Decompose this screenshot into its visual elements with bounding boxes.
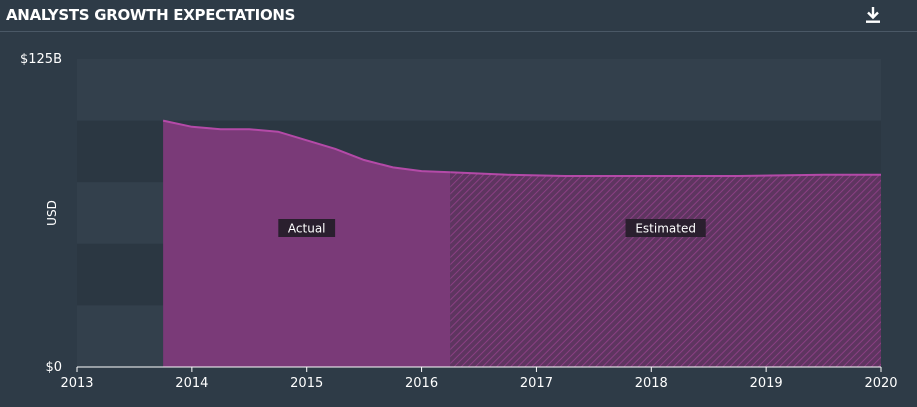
line-actual — [162, 119, 451, 174]
region-label-text: Actual — [288, 222, 326, 236]
label-box — [625, 219, 706, 237]
x-tick-label: 2014 — [175, 376, 208, 391]
area-estimated — [450, 172, 881, 367]
background-band — [77, 59, 881, 121]
region-label-estimated: Estimated — [625, 219, 706, 237]
data-areas — [162, 119, 881, 367]
x-tick-label: 2013 — [60, 376, 93, 391]
chart-title: ANALYSTS GROWTH EXPECTATIONS — [6, 6, 296, 24]
region-label-text: Estimated — [635, 222, 696, 236]
y-tick-label: $125B — [20, 52, 62, 67]
line-estimated — [450, 171, 881, 177]
x-tick-label: 2018 — [635, 376, 668, 391]
label-box — [278, 219, 336, 237]
chart-labels: Actual Estimated $125B $0 USD — [20, 52, 706, 375]
x-tick-label: 2015 — [290, 376, 323, 391]
area-actual — [163, 120, 451, 367]
x-tick-label: 2020 — [864, 376, 897, 391]
x-axis: 2013 2014 2015 2016 2017 2018 2019 2020 — [60, 366, 898, 391]
region-label-actual: Actual — [278, 219, 336, 237]
chart-header: ANALYSTS GROWTH EXPECTATIONS — [0, 0, 917, 32]
y-tick-label: $0 — [45, 360, 62, 375]
x-tick-label: 2017 — [520, 376, 553, 391]
x-tick-label: 2019 — [750, 376, 783, 391]
download-icon[interactable] — [862, 4, 884, 26]
y-axis-title: USD — [45, 200, 59, 226]
x-tick-label: 2016 — [405, 376, 438, 391]
